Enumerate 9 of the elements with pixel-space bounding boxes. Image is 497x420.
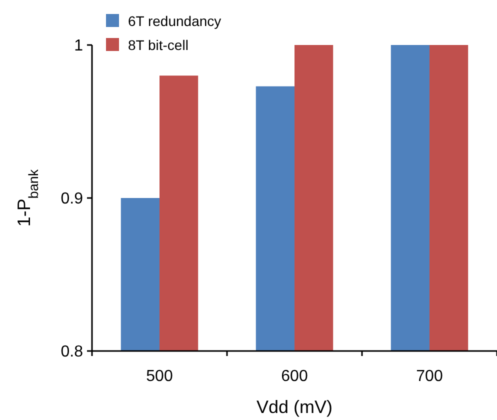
y-tick-label: 0.9 [60, 190, 84, 208]
x-tick-label: 500 [146, 368, 173, 385]
x-tick-label: 600 [281, 368, 308, 385]
x-axis-title: Vdd (mV) [256, 397, 333, 417]
y-tick-label: 0.8 [60, 344, 84, 361]
y-tick-label: 1 [74, 38, 84, 55]
x-tick-label: 700 [416, 368, 443, 385]
legend-label: 8T bit-cell [128, 36, 188, 53]
legend-label: 6T redundancy [128, 12, 222, 29]
